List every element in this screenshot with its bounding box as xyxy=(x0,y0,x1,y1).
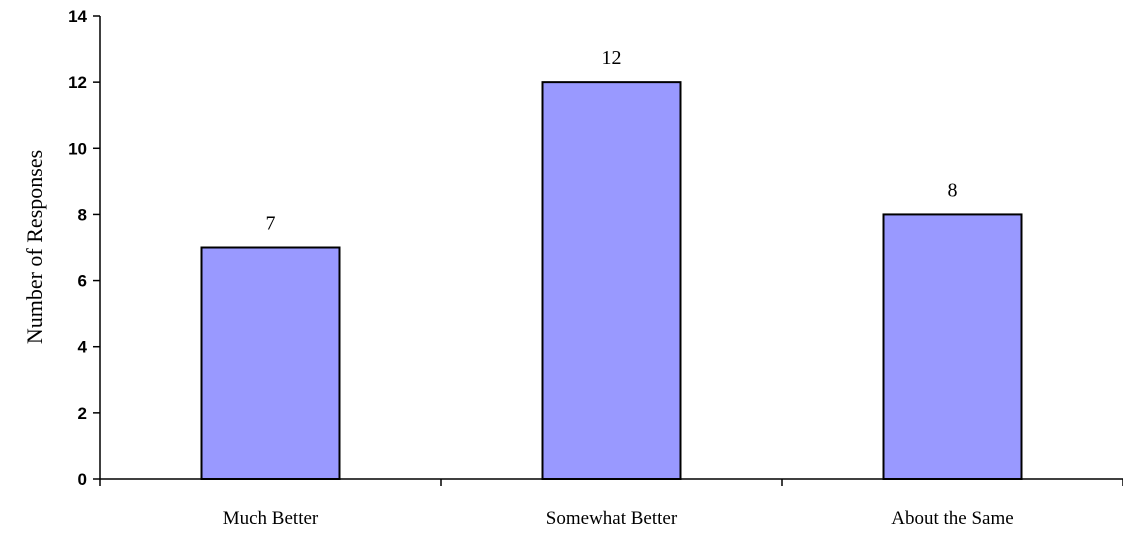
data-label: 7 xyxy=(266,213,276,235)
x-category-label: Much Better xyxy=(223,508,319,529)
y-tick-label: 10 xyxy=(68,139,87,158)
y-tick-label: 4 xyxy=(78,338,88,357)
data-label: 8 xyxy=(948,179,958,201)
y-tick-label: 6 xyxy=(78,272,87,291)
data-label: 12 xyxy=(602,47,622,69)
x-category-label: Somewhat Better xyxy=(546,508,678,529)
plot-area: 0 2 4 6 8 10 12 14 7 Much Better 12 Somewhat Better… xyxy=(68,7,1123,529)
bar-somewhat-better xyxy=(541,81,682,481)
bar-about-the-same xyxy=(882,213,1023,481)
y-tick-label: 0 xyxy=(78,470,87,489)
y-tick-label: 8 xyxy=(78,205,87,224)
y-tick-label: 14 xyxy=(68,7,87,26)
y-axis-title: Number of Responses xyxy=(22,150,47,344)
bar-much-better xyxy=(200,246,341,480)
x-category-label: About the Same xyxy=(891,508,1013,529)
y-tick-label: 12 xyxy=(68,73,87,92)
y-tick-label: 2 xyxy=(78,404,87,423)
